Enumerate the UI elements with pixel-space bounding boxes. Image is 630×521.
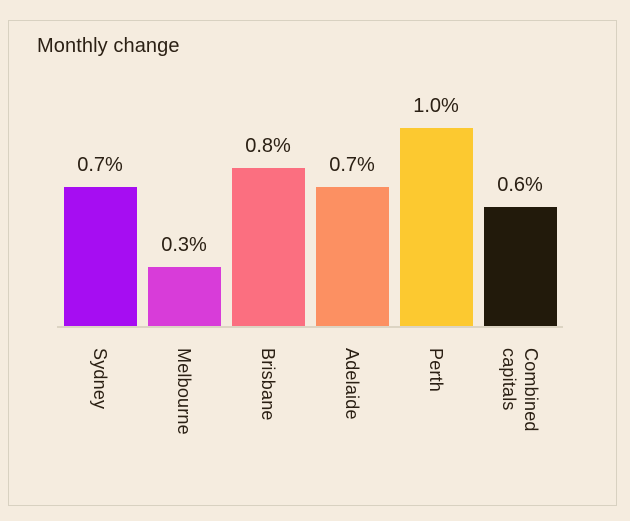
bar-value-label-sydney: 0.7%: [77, 154, 123, 176]
bar-group-sydney: 0.7%: [58, 153, 142, 326]
x-axis-label-slot-adelaide: Adelaide: [310, 328, 394, 464]
bar-brisbane: [231, 168, 305, 326]
x-axis-label-sydney: Sydney: [90, 348, 110, 410]
chart-title: Monthly change: [37, 35, 180, 57]
x-axis-label-melbourne: Melbourne: [174, 348, 194, 435]
bar-group-perth: 1.0%: [394, 94, 478, 326]
x-axis-label-slot-perth: Perth: [394, 328, 478, 464]
x-axis-label-perth: Perth: [426, 348, 446, 393]
bar-group-combined-capitals: 0.6%: [478, 173, 562, 326]
x-axis-label-brisbane: Brisbane: [258, 348, 278, 421]
x-axis-labels-row: Sydney Melbourne Brisbane Adelaide Perth Comb…: [58, 328, 562, 464]
bar-value-label-melbourne: 0.3%: [161, 234, 207, 256]
bar-perth: [399, 128, 473, 326]
bar-group-melbourne: 0.3%: [142, 233, 226, 326]
x-axis-label-adelaide: Adelaide: [342, 348, 362, 420]
x-axis-label-slot-sydney: Sydney: [58, 328, 142, 464]
bar-group-brisbane: 0.8%: [226, 134, 310, 326]
bar-value-label-brisbane: 0.8%: [245, 135, 291, 157]
x-axis-baseline: [57, 326, 563, 328]
bar-value-label-perth: 1.0%: [413, 95, 459, 117]
bar-plot-area: 0.7% 0.3% 0.8% 0.7% 1.0% 0.6%: [58, 60, 562, 326]
x-axis-label-combined-capitals: Combined capitals: [499, 348, 541, 432]
bar-group-adelaide: 0.7%: [310, 153, 394, 326]
bar-sydney: [63, 187, 137, 326]
bar-value-label-combined-capitals: 0.6%: [497, 174, 543, 196]
x-axis-label-slot-brisbane: Brisbane: [226, 328, 310, 464]
bar-combined-capitals: [483, 207, 557, 326]
bar-value-label-adelaide: 0.7%: [329, 154, 375, 176]
x-axis-label-slot-melbourne: Melbourne: [142, 328, 226, 464]
bar-melbourne: [147, 267, 221, 326]
x-axis-label-slot-combined-capitals: Combined capitals: [478, 328, 562, 464]
bar-adelaide: [315, 187, 389, 326]
